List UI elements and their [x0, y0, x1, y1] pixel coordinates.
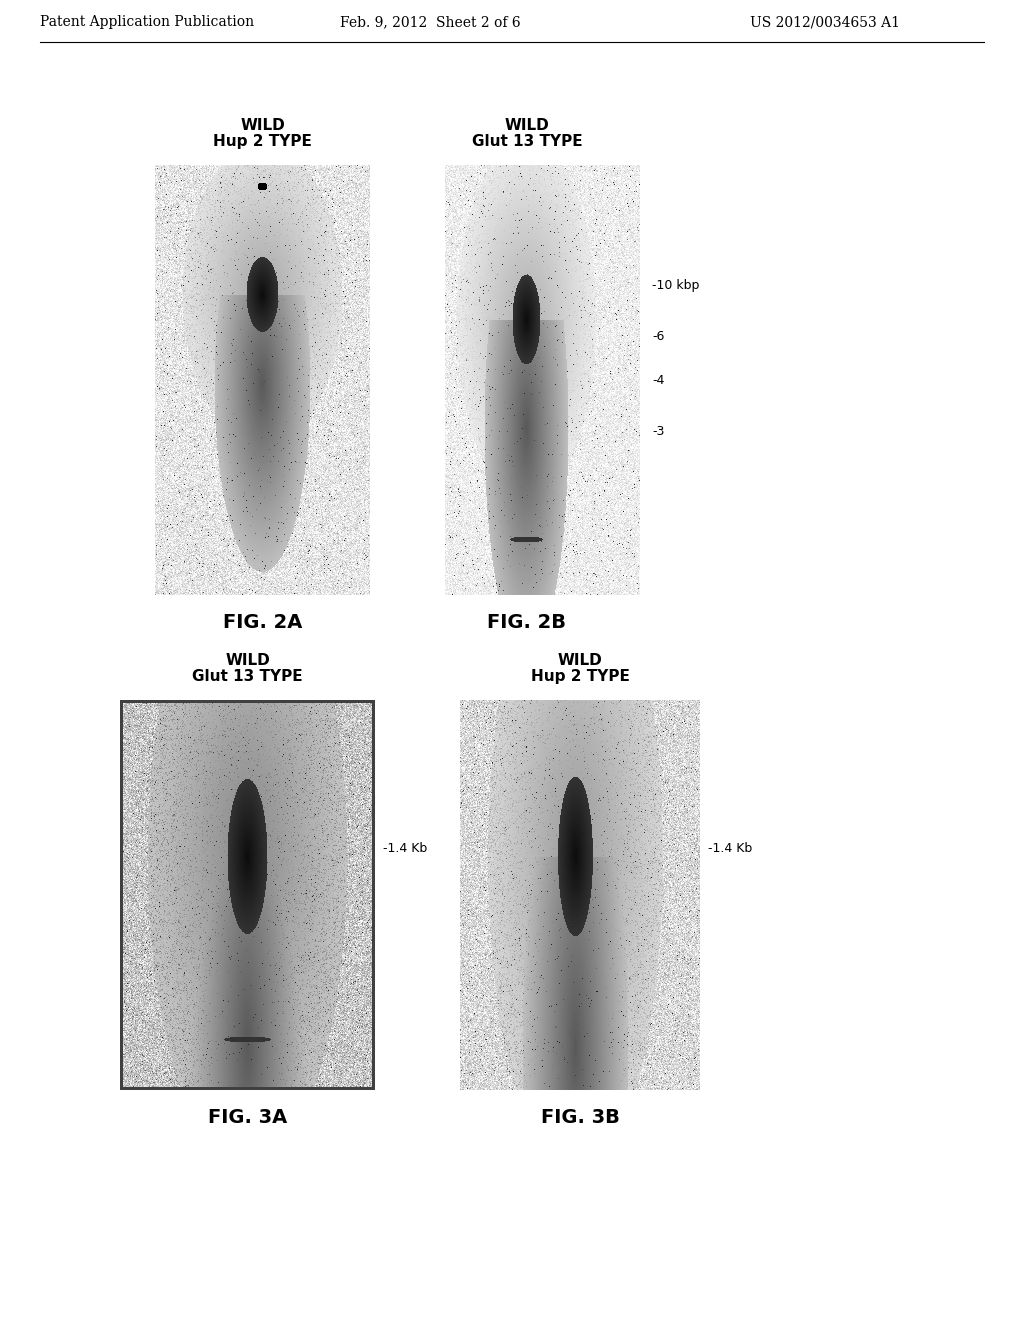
Text: Patent Application Publication: Patent Application Publication	[40, 15, 254, 29]
Text: WILD: WILD	[240, 117, 285, 133]
Text: Glut 13 TYPE: Glut 13 TYPE	[193, 669, 303, 684]
Text: -10 kbp: -10 kbp	[652, 279, 699, 292]
Text: WILD: WILD	[505, 117, 549, 133]
Text: WILD: WILD	[225, 653, 270, 668]
Text: FIG. 2A: FIG. 2A	[223, 612, 302, 632]
Text: WILD: WILD	[558, 653, 602, 668]
Text: Hup 2 TYPE: Hup 2 TYPE	[213, 135, 312, 149]
Text: FIG. 3A: FIG. 3A	[208, 1107, 287, 1127]
Text: -1.4 Kb: -1.4 Kb	[383, 842, 427, 855]
Text: US 2012/0034653 A1: US 2012/0034653 A1	[750, 15, 900, 29]
Text: FIG. 2B: FIG. 2B	[487, 612, 566, 632]
Text: -6: -6	[652, 330, 665, 343]
Text: Glut 13 TYPE: Glut 13 TYPE	[472, 135, 583, 149]
Text: FIG. 3B: FIG. 3B	[541, 1107, 620, 1127]
Text: -4: -4	[652, 374, 665, 387]
Text: Feb. 9, 2012  Sheet 2 of 6: Feb. 9, 2012 Sheet 2 of 6	[340, 15, 520, 29]
Text: -3: -3	[652, 425, 665, 438]
Text: Hup 2 TYPE: Hup 2 TYPE	[530, 669, 630, 684]
Text: -1.4 Kb: -1.4 Kb	[708, 842, 753, 855]
